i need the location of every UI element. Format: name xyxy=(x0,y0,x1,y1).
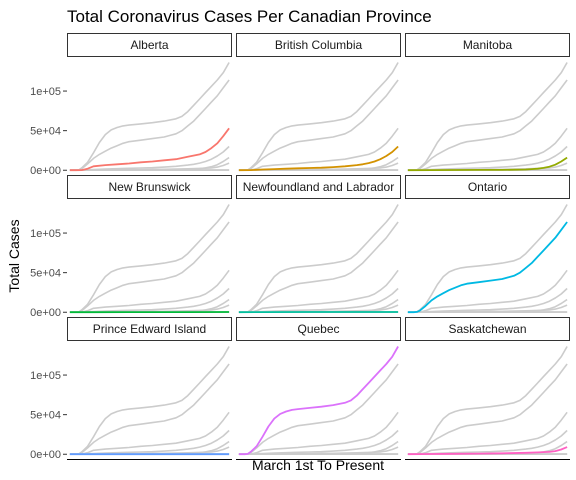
background-line-saskatchewan-in-alberta xyxy=(69,162,230,171)
y-tick-label-new-brunswick-2: 1e+05 xyxy=(30,228,61,240)
background-line-alberta-in-ontario xyxy=(407,269,568,314)
facet-strip-ontario xyxy=(405,175,570,199)
background-line-quebec-in-prince-edward-island xyxy=(69,346,230,456)
facet-strip-label-british-columbia: British Columbia xyxy=(275,38,363,52)
background-line-alberta-in-prince-edward-island xyxy=(69,411,230,456)
facet-panel-alberta: Alberta 0e+00 5e+04 1e+05 xyxy=(30,33,232,177)
background-line-ontario-in-manitoba xyxy=(407,79,568,171)
series-line-saskatchewan xyxy=(407,446,568,456)
background-line-ontario-in-british-columbia xyxy=(238,79,399,171)
background-line-saskatchewan-in-ontario xyxy=(407,304,568,313)
background-line-ontario-in-newfoundland-and-labrador xyxy=(238,221,399,314)
facet-strip-manitoba xyxy=(405,33,570,57)
facet-strip-saskatchewan xyxy=(405,317,570,341)
background-line-alberta-in-saskatchewan xyxy=(407,411,568,456)
facet-panel-new-brunswick: New Brunswick 0e+00 5e+04 1e+05 xyxy=(30,175,232,319)
facet-strip-label-saskatchewan: Saskatchewan xyxy=(448,322,526,336)
series-line-ontario xyxy=(407,221,568,314)
background-line-quebec-in-alberta xyxy=(69,62,230,171)
background-line-ontario-in-prince-edward-island xyxy=(69,363,230,456)
facet-panel-quebec: Quebec xyxy=(236,317,401,460)
facet-strip-prince-edward-island xyxy=(67,317,232,341)
background-line-quebec-in-new-brunswick xyxy=(69,204,230,314)
facet-strip-label-prince-edward-island: Prince Edward Island xyxy=(93,322,206,336)
facet-strip-label-manitoba: Manitoba xyxy=(463,38,513,52)
background-line-quebec-in-manitoba xyxy=(407,62,568,171)
series-line-british-columbia xyxy=(238,145,399,172)
y-tick-label-new-brunswick-1: 5e+04 xyxy=(30,268,61,280)
facet-strip-new-brunswick xyxy=(67,175,232,199)
y-tick-label-prince-edward-island-1: 5e+04 xyxy=(30,410,61,422)
facet-panel-british-columbia: British Columbia xyxy=(236,33,401,176)
background-line-quebec-in-saskatchewan xyxy=(407,346,568,456)
x-axis-title: March 1st To Present xyxy=(252,457,384,473)
series-line-manitoba xyxy=(407,156,568,172)
background-line-quebec-in-ontario xyxy=(407,204,568,314)
facet-strip-newfoundland-and-labrador xyxy=(236,175,401,199)
y-tick-label-alberta-2: 1e+05 xyxy=(30,86,61,98)
series-line-quebec xyxy=(238,346,399,456)
facet-strip-alberta xyxy=(67,33,232,57)
facet-panel-prince-edward-island: Prince Edward Island 0e+00 5e+04 1e+05 xyxy=(30,317,232,461)
background-line-ontario-in-new-brunswick xyxy=(69,221,230,314)
y-tick-label-alberta-0: 0e+00 xyxy=(30,165,61,177)
facet-strip-quebec xyxy=(236,317,401,341)
background-line-alberta-in-british-columbia xyxy=(238,127,399,171)
facet-panels: Alberta 0e+00 5e+04 1e+05 British Columbia Ma… xyxy=(30,33,570,461)
facet-strip-label-new-brunswick: New Brunswick xyxy=(108,180,191,194)
background-line-quebec-in-british-columbia xyxy=(238,62,399,171)
y-tick-label-prince-edward-island-2: 1e+05 xyxy=(30,370,61,382)
y-tick-label-prince-edward-island-0: 0e+00 xyxy=(30,449,61,461)
background-line-alberta-in-new-brunswick xyxy=(69,269,230,314)
background-line-alberta-in-newfoundland-and-labrador xyxy=(238,269,399,314)
background-line-ontario-in-saskatchewan xyxy=(407,363,568,456)
series-line-alberta xyxy=(69,127,230,172)
y-tick-label-alberta-1: 5e+04 xyxy=(30,126,61,138)
facet-strip-label-quebec: Quebec xyxy=(297,322,339,336)
facet-strip-label-alberta: Alberta xyxy=(130,38,168,52)
facet-strip-label-ontario: Ontario xyxy=(468,180,508,194)
background-line-quebec-in-newfoundland-and-labrador xyxy=(238,204,399,314)
facet-panel-ontario: Ontario xyxy=(405,175,570,318)
facet-strip-label-newfoundland-and-labrador: Newfoundland and Labrador xyxy=(243,180,394,194)
background-line-saskatchewan-in-quebec xyxy=(238,446,399,455)
background-line-alberta-in-quebec xyxy=(238,411,399,456)
chart-title: Total Coronavirus Cases Per Canadian Pro… xyxy=(67,7,432,26)
background-line-ontario-in-alberta xyxy=(69,79,230,171)
facet-strip-british-columbia xyxy=(236,33,401,57)
y-tick-label-new-brunswick-0: 0e+00 xyxy=(30,307,61,319)
facet-panel-newfoundland-and-labrador: Newfoundland and Labrador xyxy=(236,175,401,318)
y-axis-title: Total Cases xyxy=(6,219,22,292)
background-line-alberta-in-manitoba xyxy=(407,127,568,171)
facet-panel-saskatchewan: Saskatchewan xyxy=(405,317,570,460)
facet-panel-manitoba: Manitoba xyxy=(405,33,570,176)
background-line-ontario-in-quebec xyxy=(238,363,399,456)
